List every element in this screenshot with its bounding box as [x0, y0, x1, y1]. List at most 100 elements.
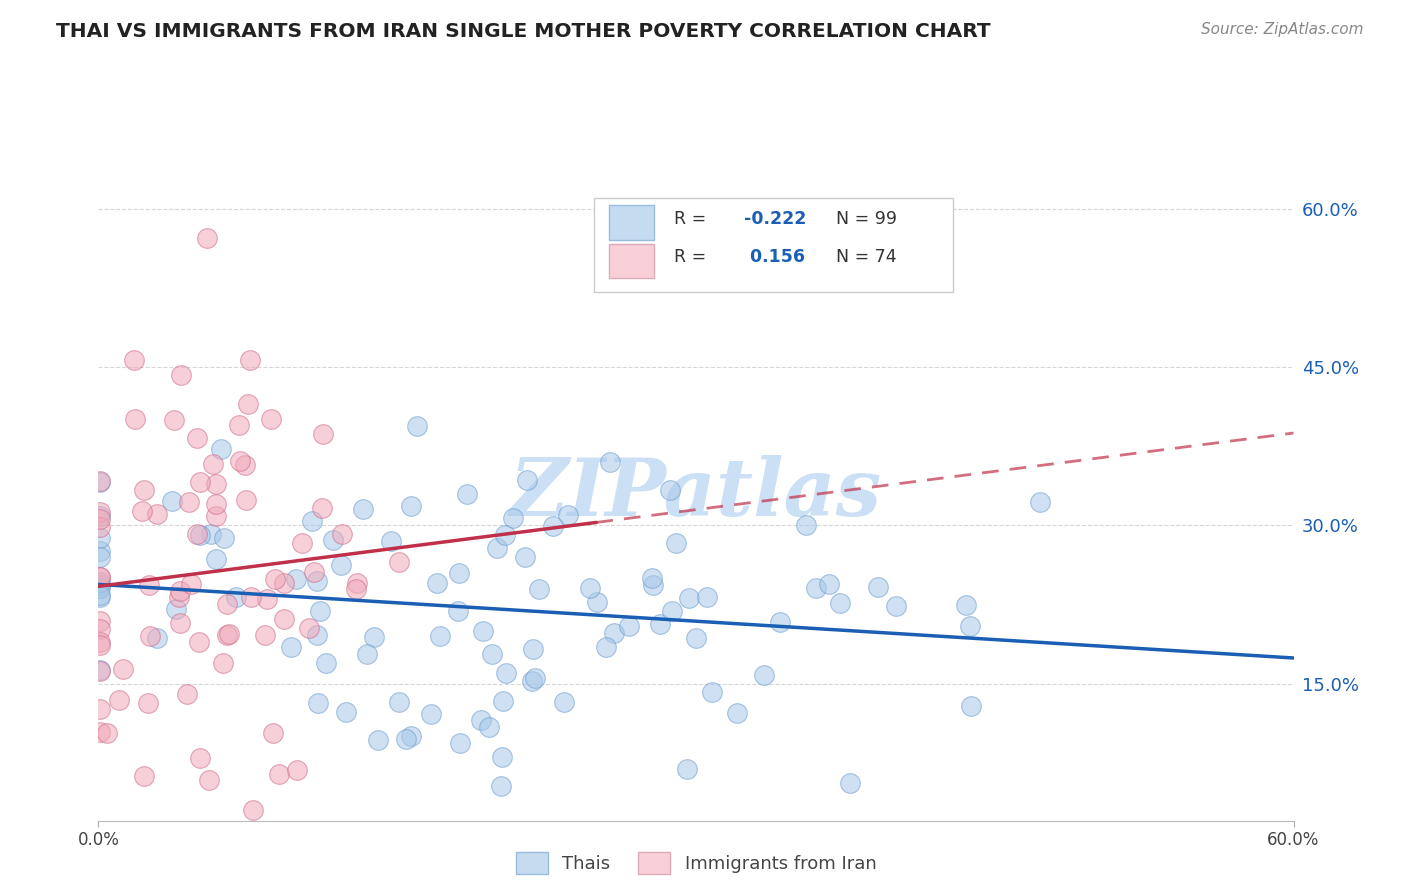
Point [89, 570, 111, 584]
Point [228, 418, 250, 433]
Point [312, 426, 335, 441]
Point [273, 612, 295, 626]
Point [492, 693, 515, 707]
Point [449, 566, 471, 581]
Point [804, 581, 827, 595]
Point [471, 624, 494, 638]
Point [866, 580, 889, 594]
Point [886, 599, 908, 614]
Point [262, 726, 284, 740]
Point [557, 508, 579, 522]
Point [89, 512, 111, 526]
Point [138, 696, 160, 710]
Point [307, 696, 329, 710]
Point [134, 769, 156, 783]
Point [89, 544, 111, 558]
Point [661, 604, 683, 618]
Point [169, 616, 191, 631]
Text: N = 74: N = 74 [835, 248, 897, 266]
Point [163, 413, 186, 427]
Point [696, 590, 718, 604]
Point [89, 575, 111, 590]
Point [579, 581, 602, 595]
Point [132, 483, 155, 497]
Point [426, 576, 449, 591]
Point [297, 621, 319, 635]
Point [209, 442, 232, 456]
Point [131, 504, 153, 518]
Point [752, 667, 775, 681]
Point [212, 531, 235, 545]
Point [146, 631, 169, 645]
Point [491, 749, 513, 764]
Point [215, 598, 238, 612]
Point [678, 591, 700, 606]
Legend: Thais, Immigrants from Iran: Thais, Immigrants from Iran [509, 845, 883, 881]
Point [165, 602, 187, 616]
Text: ZIPatlas: ZIPatlas [510, 455, 882, 533]
Point [960, 699, 983, 714]
Point [650, 617, 672, 632]
Point [356, 647, 378, 661]
Point [89, 622, 111, 636]
Point [516, 473, 538, 487]
Text: Source: ZipAtlas.com: Source: ZipAtlas.com [1201, 22, 1364, 37]
Point [617, 619, 640, 633]
Point [176, 686, 198, 700]
Point [429, 629, 451, 643]
Point [122, 353, 145, 368]
Point [202, 457, 225, 471]
Text: -0.222: -0.222 [744, 210, 806, 227]
Point [169, 583, 191, 598]
Point [481, 647, 503, 661]
Text: N = 99: N = 99 [835, 210, 897, 227]
Point [200, 526, 222, 541]
Point [204, 508, 226, 523]
Point [138, 629, 160, 643]
Point [89, 577, 111, 591]
Point [346, 575, 368, 590]
Point [828, 596, 851, 610]
Point [264, 572, 287, 586]
Point [187, 634, 209, 648]
Point [794, 518, 817, 533]
Point [335, 705, 357, 719]
Point [522, 641, 544, 656]
Text: R =: R = [675, 210, 713, 227]
Point [838, 776, 860, 790]
Point [495, 666, 517, 681]
Point [515, 550, 537, 565]
Point [188, 475, 211, 489]
Point [204, 477, 226, 491]
Point [302, 565, 325, 579]
Point [89, 474, 111, 488]
Point [239, 353, 262, 368]
Point [380, 534, 402, 549]
Point [285, 572, 308, 586]
Point [89, 702, 111, 716]
Point [195, 231, 218, 245]
Point [89, 663, 111, 677]
Point [124, 412, 146, 426]
Point [89, 570, 111, 584]
Point [447, 603, 470, 617]
Point [1029, 495, 1052, 509]
Point [311, 501, 333, 516]
Point [367, 733, 389, 747]
Point [522, 673, 544, 688]
Point [502, 510, 524, 524]
Point [256, 591, 278, 606]
Point [658, 483, 681, 497]
Point [449, 736, 471, 750]
Point [456, 487, 478, 501]
Point [89, 665, 111, 679]
Point [352, 502, 374, 516]
Point [585, 595, 607, 609]
Point [167, 590, 190, 604]
Point [89, 634, 111, 648]
Point [725, 706, 748, 721]
Point [478, 720, 501, 734]
Point [675, 762, 697, 776]
Point [768, 615, 790, 629]
Point [301, 514, 323, 528]
